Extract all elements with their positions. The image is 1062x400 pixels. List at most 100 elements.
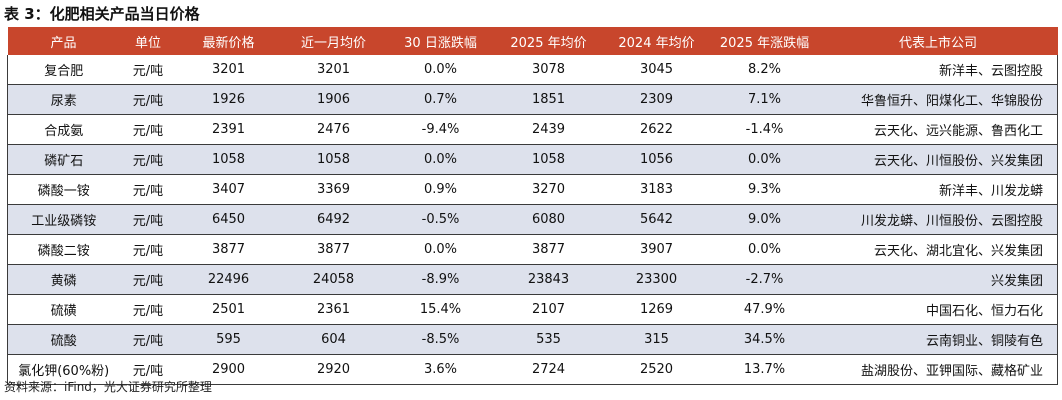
- table-row: 合成氨 元/吨 2391 2476 -9.4% 2439 2622 -1.4% 云天化、远兴能源…: [7, 114, 1058, 145]
- cell-2025-change: -1.4%: [710, 114, 819, 145]
- cell-month-avg: 3201: [280, 55, 387, 85]
- cell-companies: 云天化、远兴能源、鲁西化工: [818, 114, 1058, 145]
- cell-unit: 元/吨: [119, 55, 177, 85]
- cell-2025-avg: 23843: [494, 264, 603, 295]
- cell-companies: 盐湖股份、亚钾国际、藏格矿业: [818, 354, 1058, 385]
- cell-companies: 兴发集团: [818, 264, 1058, 295]
- cell-companies: 华鲁恒升、阳煤化工、华锦股份: [818, 84, 1058, 115]
- table-row: 磷酸二铵 元/吨 3877 3877 0.0% 3877 3907 0.0% 云天化、湖北宜化、…: [7, 234, 1058, 265]
- cell-product: 黄磷: [7, 264, 120, 295]
- cell-2025-change: 9.3%: [710, 174, 819, 205]
- cell-2024-avg: 3045: [602, 55, 711, 85]
- cell-30d-change: -8.9%: [386, 264, 495, 295]
- cell-latest-price: 1058: [176, 144, 281, 175]
- table-row: 黄磷 元/吨 22496 24058 -8.9% 23843 23300 -2.7% 兴发集团: [7, 264, 1058, 295]
- cell-2025-avg: 2439: [494, 114, 603, 145]
- cell-month-avg: 2361: [280, 294, 387, 325]
- header-30d-change: 30 日涨跌幅: [386, 27, 495, 55]
- cell-30d-change: -9.4%: [386, 114, 495, 145]
- table-row: 复合肥 元/吨 3201 3201 0.0% 3078 3045 8.2% 新洋丰、云图控股: [7, 55, 1058, 85]
- cell-2025-change: 13.7%: [710, 354, 819, 385]
- cell-2025-avg: 1058: [494, 144, 603, 175]
- cell-2025-change: 0.0%: [710, 234, 819, 265]
- cell-2025-change: 47.9%: [710, 294, 819, 325]
- cell-2024-avg: 1056: [602, 144, 711, 175]
- cell-month-avg: 2920: [280, 354, 387, 385]
- cell-unit: 元/吨: [119, 114, 177, 145]
- cell-unit: 元/吨: [119, 264, 177, 295]
- cell-unit: 元/吨: [119, 174, 177, 205]
- cell-month-avg: 1906: [280, 84, 387, 115]
- cell-2025-avg: 2724: [494, 354, 603, 385]
- header-2025-change: 2025 年涨跌幅: [710, 27, 819, 55]
- cell-2025-change: 34.5%: [710, 324, 819, 355]
- cell-30d-change: -8.5%: [386, 324, 495, 355]
- cell-2024-avg: 2622: [602, 114, 711, 145]
- header-companies: 代表上市公司: [818, 27, 1058, 55]
- header-2024-avg: 2024 年均价: [602, 27, 711, 55]
- cell-latest-price: 3877: [176, 234, 281, 265]
- cell-2025-change: -2.7%: [710, 264, 819, 295]
- cell-2025-avg: 3078: [494, 55, 603, 85]
- cell-latest-price: 3407: [176, 174, 281, 205]
- table-row: 硫酸 元/吨 595 604 -8.5% 535 315 34.5% 云南铜业、铜陵有色: [7, 324, 1058, 355]
- cell-month-avg: 6492: [280, 204, 387, 235]
- cell-month-avg: 604: [280, 324, 387, 355]
- table-row: 工业级磷铵 元/吨 6450 6492 -0.5% 6080 5642 9.0% 川发龙蟒、川恒…: [7, 204, 1058, 235]
- cell-latest-price: 2501: [176, 294, 281, 325]
- cell-product: 合成氨: [7, 114, 120, 145]
- cell-2024-avg: 3183: [602, 174, 711, 205]
- cell-product: 磷酸二铵: [7, 234, 120, 265]
- header-product: 产品: [7, 27, 120, 55]
- cell-month-avg: 2476: [280, 114, 387, 145]
- cell-companies: 云天化、湖北宜化、兴发集团: [818, 234, 1058, 265]
- cell-month-avg: 3877: [280, 234, 387, 265]
- cell-2025-change: 0.0%: [710, 144, 819, 175]
- cell-product: 硫酸: [7, 324, 120, 355]
- cell-companies: 新洋丰、云图控股: [818, 55, 1058, 85]
- cell-2025-avg: 3270: [494, 174, 603, 205]
- cell-companies: 中国石化、恒力石化: [818, 294, 1058, 325]
- cell-30d-change: 0.0%: [386, 234, 495, 265]
- table-body: 复合肥 元/吨 3201 3201 0.0% 3078 3045 8.2% 新洋丰、云图控股 尿素…: [7, 55, 1058, 385]
- cell-product: 磷酸一铵: [7, 174, 120, 205]
- cell-30d-change: 0.0%: [386, 144, 495, 175]
- cell-2025-avg: 1851: [494, 84, 603, 115]
- cell-unit: 元/吨: [119, 204, 177, 235]
- table-row: 磷酸一铵 元/吨 3407 3369 0.9% 3270 3183 9.3% 新洋丰、川发龙蟒: [7, 174, 1058, 205]
- cell-unit: 元/吨: [119, 234, 177, 265]
- cell-companies: 云南铜业、铜陵有色: [818, 324, 1058, 355]
- cell-2025-avg: 535: [494, 324, 603, 355]
- header-row: 产品 单位 最新价格 近一月均价 30 日涨跌幅 2025 年均价 2024 年…: [7, 27, 1058, 55]
- cell-product: 磷矿石: [7, 144, 120, 175]
- cell-product: 氯化钾(60%粉): [7, 354, 120, 385]
- cell-companies: 云天化、川恒股份、兴发集团: [818, 144, 1058, 175]
- cell-unit: 元/吨: [119, 354, 177, 385]
- cell-product: 工业级磷铵: [7, 204, 120, 235]
- header-2025-avg: 2025 年均价: [494, 27, 603, 55]
- table-row: 硫磺 元/吨 2501 2361 15.4% 2107 1269 47.9% 中国石化、恒力石化: [7, 294, 1058, 325]
- table-title: 表 3：化肥相关产品当日价格: [4, 5, 200, 23]
- cell-2025-avg: 3877: [494, 234, 603, 265]
- cell-latest-price: 6450: [176, 204, 281, 235]
- cell-2025-avg: 6080: [494, 204, 603, 235]
- source-note: 资料来源：iFind，光大证券研究所整理: [4, 380, 212, 394]
- cell-2025-avg: 2107: [494, 294, 603, 325]
- cell-30d-change: 0.7%: [386, 84, 495, 115]
- table-row: 氯化钾(60%粉) 元/吨 2900 2920 3.6% 2724 2520 13.7% 盐湖股…: [7, 354, 1058, 385]
- table-row: 尿素 元/吨 1926 1906 0.7% 1851 2309 7.1% 华鲁恒升、阳煤化工、华…: [7, 84, 1058, 115]
- cell-2024-avg: 2520: [602, 354, 711, 385]
- cell-latest-price: 2391: [176, 114, 281, 145]
- cell-2024-avg: 2309: [602, 84, 711, 115]
- cell-unit: 元/吨: [119, 294, 177, 325]
- cell-companies: 新洋丰、川发龙蟒: [818, 174, 1058, 205]
- cell-2025-change: 9.0%: [710, 204, 819, 235]
- cell-2024-avg: 5642: [602, 204, 711, 235]
- header-unit: 单位: [119, 27, 177, 55]
- cell-unit: 元/吨: [119, 324, 177, 355]
- cell-2024-avg: 1269: [602, 294, 711, 325]
- cell-month-avg: 1058: [280, 144, 387, 175]
- cell-month-avg: 3369: [280, 174, 387, 205]
- cell-30d-change: 0.9%: [386, 174, 495, 205]
- cell-30d-change: -0.5%: [386, 204, 495, 235]
